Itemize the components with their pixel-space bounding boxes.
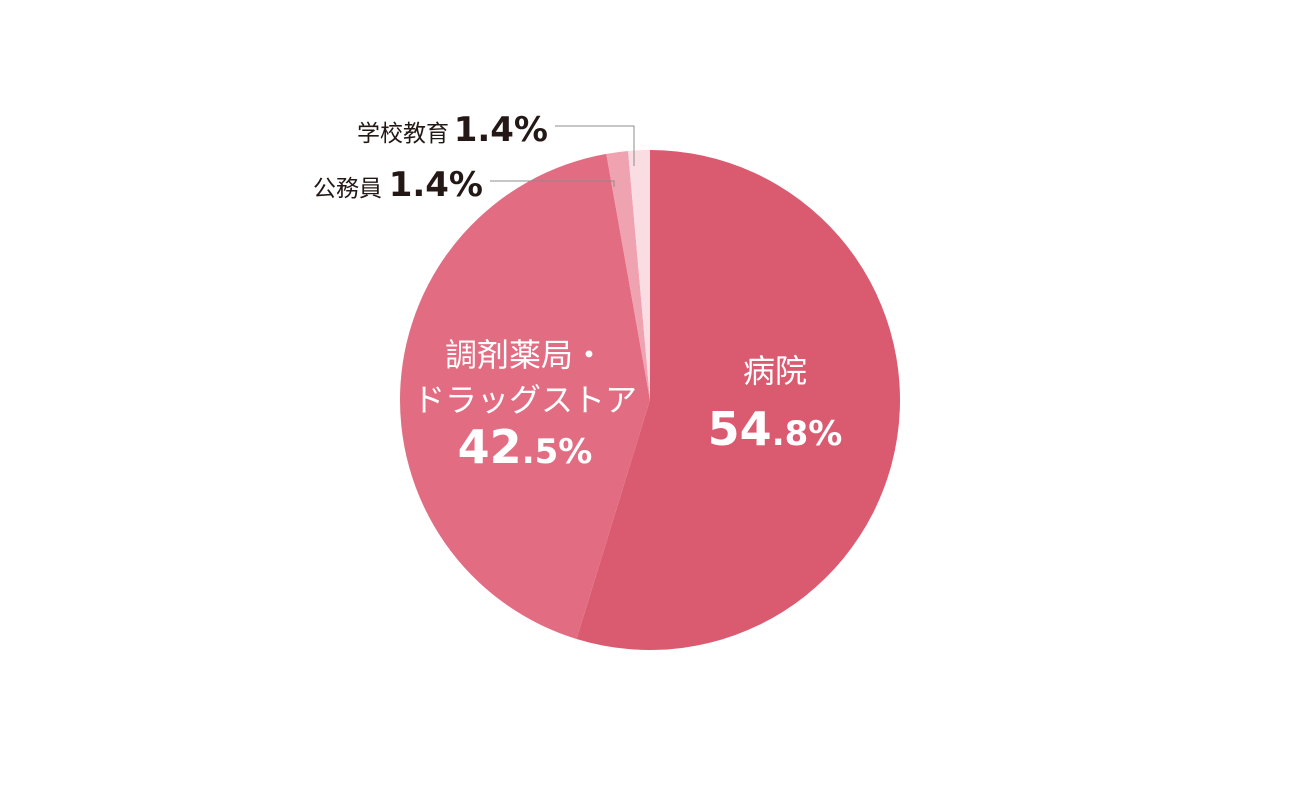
slice-value-4: 1.4% xyxy=(454,110,548,150)
pie-slice-1 xyxy=(576,150,900,650)
pie-slice-4 xyxy=(628,149,650,400)
pie-slice-3 xyxy=(606,150,650,400)
slice-label-2: 調剤薬局・ xyxy=(445,336,605,374)
slice-label-4: 学校教育 xyxy=(357,121,449,147)
slice-value-2: 42.5% xyxy=(458,420,593,474)
slice-value-3: 1.4% xyxy=(389,165,483,205)
slice-value-1: 54.8% xyxy=(708,402,843,456)
leader-line-3 xyxy=(490,180,615,187)
leader-line-4 xyxy=(555,125,635,166)
pie-slices xyxy=(399,149,900,650)
pie-slice-2 xyxy=(399,153,650,639)
slice-label-3: 公務員 xyxy=(313,176,382,202)
slice-label-2: ドラッグストア xyxy=(413,381,637,419)
slice-label-1: 病院 xyxy=(743,352,807,390)
